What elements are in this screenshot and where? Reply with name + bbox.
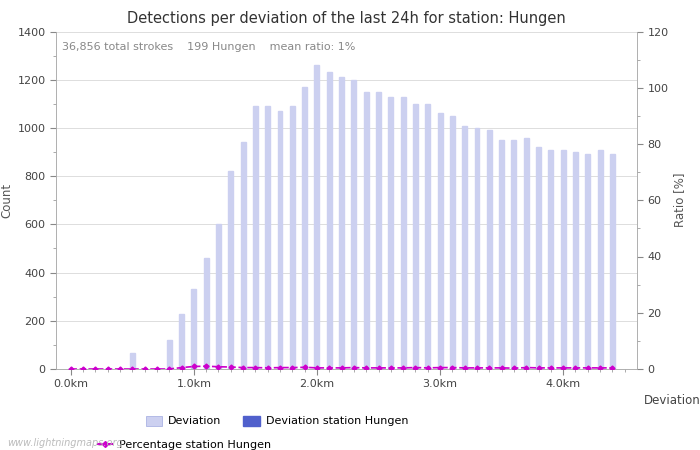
Percentage station Hungen [227,364,235,370]
Bar [400,97,405,369]
Percentage station Hungen [116,366,124,372]
Bar [204,258,209,369]
Y-axis label: Ratio [%]: Ratio [%] [673,173,686,228]
Percentage station Hungen [177,365,186,370]
Percentage station Hungen [374,365,383,370]
Bar [241,142,246,369]
Text: 36,856 total strokes    199 Hungen    mean ratio: 1%: 36,856 total strokes 199 Hungen mean rat… [62,42,355,52]
Percentage station Hungen [424,365,432,370]
Percentage station Hungen [386,365,395,370]
Percentage station Hungen [79,366,88,372]
Bar [548,149,553,369]
Percentage station Hungen [165,366,174,372]
Bar [610,154,615,369]
Bar [228,171,233,369]
Bar [339,77,344,369]
Percentage station Hungen [559,365,567,370]
Percentage station Hungen [534,365,542,370]
Percentage station Hungen [202,364,211,369]
Title: Detections per deviation of the last 24h for station: Hungen: Detections per deviation of the last 24h… [127,11,566,26]
Percentage station Hungen [584,365,592,370]
Percentage station Hungen [276,365,284,370]
Bar [512,140,517,369]
Text: www.lightningmaps.org: www.lightningmaps.org [7,438,122,448]
Percentage station Hungen [91,366,99,372]
Bar [376,92,381,369]
Percentage station Hungen [399,365,407,370]
Bar [524,138,528,369]
Bar [573,152,578,369]
Bar [364,92,369,369]
Percentage station Hungen [66,366,75,372]
Percentage station Hungen [498,365,506,370]
Percentage station Hungen [128,366,136,372]
Bar [278,111,283,369]
Bar [462,126,467,369]
Bar [389,97,393,369]
Bar [130,353,135,369]
Percentage station Hungen [263,365,272,370]
Bar [191,289,196,369]
Bar [216,225,221,369]
Bar [314,65,319,369]
Bar [302,87,307,369]
Bar [438,113,442,369]
Bar [351,80,356,369]
Bar [499,140,504,369]
Percentage station Hungen [436,365,445,370]
Percentage station Hungen [239,365,247,370]
Bar [536,147,541,369]
Percentage station Hungen [485,365,494,370]
Text: Deviations: Deviations [644,394,700,407]
Bar [450,116,455,369]
Percentage station Hungen [411,365,419,370]
Bar [327,72,332,369]
Bar [561,149,566,369]
Percentage station Hungen [288,365,297,370]
Bar [426,104,430,369]
Percentage station Hungen [350,365,358,370]
Percentage station Hungen [251,365,260,370]
Bar [265,106,270,369]
Legend: Percentage station Hungen: Percentage station Hungen [92,435,275,450]
Percentage station Hungen [153,366,161,372]
Percentage station Hungen [190,364,198,369]
Percentage station Hungen [522,365,531,370]
Percentage station Hungen [461,365,469,370]
Percentage station Hungen [313,365,321,370]
Bar [179,314,184,369]
Percentage station Hungen [300,364,309,370]
Percentage station Hungen [473,365,481,370]
Percentage station Hungen [608,365,617,370]
Percentage station Hungen [362,365,370,370]
Y-axis label: Count: Count [0,183,13,218]
Bar [585,154,590,369]
Bar [253,106,258,369]
Bar [598,149,603,369]
Percentage station Hungen [571,365,580,370]
Bar [475,128,480,369]
Line: Percentage station Hungen: Percentage station Hungen [69,364,614,371]
Percentage station Hungen [547,365,555,370]
Percentage station Hungen [510,365,518,371]
Percentage station Hungen [596,365,604,370]
Percentage station Hungen [325,365,333,370]
Bar [290,106,295,369]
Bar [413,104,418,369]
Percentage station Hungen [214,364,223,369]
Bar [486,130,492,369]
Bar [167,340,172,369]
Percentage station Hungen [141,366,149,372]
Percentage station Hungen [104,366,112,372]
Percentage station Hungen [448,365,456,370]
Percentage station Hungen [337,365,346,370]
